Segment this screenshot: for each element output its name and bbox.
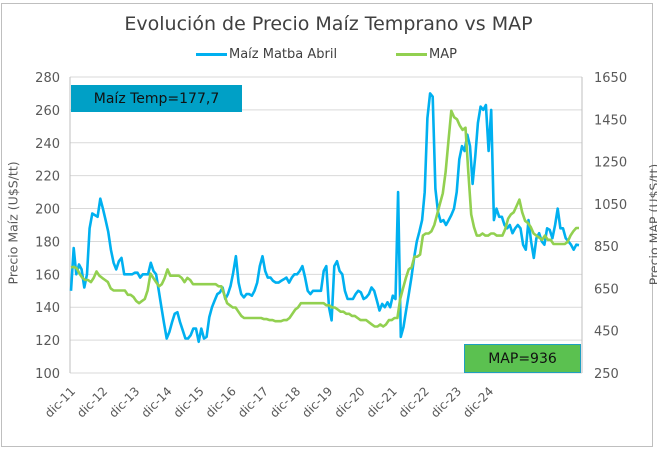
y-tick-left: 280 <box>35 71 60 86</box>
legend-label-map: MAP <box>429 47 457 62</box>
y-tick-right: 1450 <box>594 113 627 128</box>
x-tick: dic-20 <box>331 384 367 420</box>
chart-title: Evolución de Precio Maíz Temprano vs MAP <box>124 13 533 35</box>
chart-frame <box>1 3 653 447</box>
y-tick-left: 240 <box>35 137 60 152</box>
series-line-maiz <box>69 92 580 344</box>
y-tick-right: 450 <box>594 325 619 340</box>
x-tick: dic-17 <box>235 384 271 420</box>
y-tick-right: 1650 <box>594 71 627 86</box>
x-tick: dic-24 <box>460 384 496 420</box>
legend-item-maiz: Maíz Matba Abril <box>196 47 337 62</box>
y-tick-left: 100 <box>35 367 60 382</box>
y-tick-left: 160 <box>35 268 60 283</box>
y-tick-right: 250 <box>594 367 619 382</box>
x-tick: dic-15 <box>171 384 207 420</box>
y-tick-left: 180 <box>35 235 60 250</box>
x-tick: dic-18 <box>267 384 303 420</box>
x-tick: dic-13 <box>106 384 142 420</box>
maiz-value-label: Maíz Temp=177,7 <box>93 90 220 107</box>
y-tick-right: 850 <box>594 240 619 255</box>
y-tick-right: 1050 <box>594 198 627 213</box>
legend: Maíz Matba Abril MAP <box>0 47 657 65</box>
legend-swatch-map <box>396 53 427 56</box>
y-tick-left: 220 <box>35 170 60 185</box>
x-tick: dic-14 <box>138 384 174 420</box>
map-value-label: MAP=936 <box>488 350 557 367</box>
x-tick: dic-19 <box>299 384 335 420</box>
y-tick-left: 140 <box>35 301 60 316</box>
legend-item-map: MAP <box>396 47 457 62</box>
y-tick-right: 1250 <box>594 156 627 171</box>
maiz-value-badge: Maíz Temp=177,7 <box>71 85 242 112</box>
x-tick: dic-11 <box>42 384 78 420</box>
series-line-map <box>70 109 579 328</box>
x-tick: dic-21 <box>364 384 400 420</box>
legend-label-maiz: Maíz Matba Abril <box>229 47 338 62</box>
y-tick-right: 650 <box>594 282 619 297</box>
map-value-badge: MAP=936 <box>464 344 581 373</box>
x-tick: dic-23 <box>428 384 464 420</box>
y-tick-left: 260 <box>35 104 60 119</box>
y-tick-left: 120 <box>35 334 60 349</box>
x-tick: dic-12 <box>74 384 110 420</box>
x-tick: dic-22 <box>396 384 432 420</box>
y-tick-left: 200 <box>35 203 60 218</box>
legend-swatch-maiz <box>196 53 227 56</box>
x-tick: dic-16 <box>203 384 239 420</box>
